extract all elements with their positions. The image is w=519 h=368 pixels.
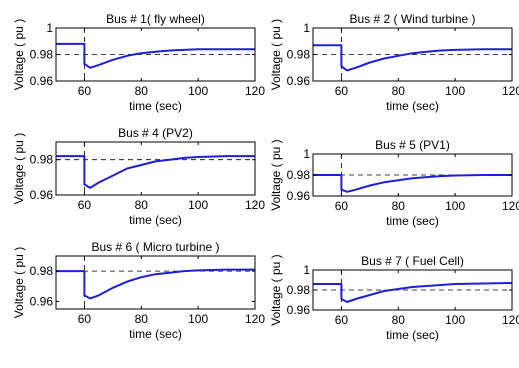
- y-tick-label: 1: [303, 263, 310, 277]
- x-tick-label: 60: [335, 84, 349, 98]
- x-tick-label: 80: [392, 84, 406, 98]
- subplot-title: Bus # 6 ( Micro turbine ): [91, 240, 219, 254]
- subplot-2: 60 80 100 120 0.96 0.98 1 Bus # 2 ( Wind turbin…: [269, 12, 519, 113]
- y-tick-label: 0.96: [30, 294, 54, 308]
- series-line-1: [313, 44, 512, 72]
- x-tick-label: 100: [188, 312, 208, 326]
- subplot-title: Bus # 2 ( Wind turbine ): [349, 12, 475, 26]
- y-axis-label: Voltage ( pu ): [269, 254, 283, 325]
- series-line-1: [56, 42, 255, 69]
- x-tick-label: 60: [78, 198, 92, 212]
- x-tick-label: 120: [502, 84, 519, 98]
- x-axis-label: time (sec): [386, 214, 439, 228]
- axes-frame: [55, 255, 256, 310]
- series-line-1: [56, 155, 255, 189]
- x-tick-label: 100: [445, 313, 465, 327]
- x-tick-label: 80: [392, 313, 406, 327]
- axes-frame: [55, 141, 256, 196]
- subplot-3: 60 80 100 120 0.96 0.98 Bus # 4 (PV2) time (sec…: [12, 126, 265, 227]
- x-axis-label: time (sec): [386, 328, 439, 342]
- y-tick-label: 0.98: [30, 264, 54, 278]
- x-tick-label: 60: [78, 312, 92, 326]
- y-tick-label: 0.96: [287, 189, 311, 203]
- y-tick-label: 0.98: [30, 153, 54, 167]
- x-tick-label: 80: [135, 84, 149, 98]
- y-tick-label: 0.96: [30, 188, 54, 202]
- y-axis-label: Voltage ( pu ): [12, 133, 26, 204]
- y-tick-label: 0.98: [30, 48, 54, 62]
- plot-area: [56, 256, 255, 309]
- x-tick-label: 80: [135, 312, 149, 326]
- x-tick-label: 60: [335, 199, 349, 213]
- series-line-1: [313, 174, 512, 193]
- x-tick-label: 120: [502, 313, 519, 327]
- x-tick-label: 120: [502, 199, 519, 213]
- x-tick-label: 60: [78, 84, 92, 98]
- x-tick-label: 120: [245, 312, 265, 326]
- x-tick-label: 80: [392, 199, 406, 213]
- y-axis-label: Voltage ( pu ): [12, 19, 26, 90]
- subplot-6: 60 80 100 120 0.96 0.98 1 Bus # 7 ( Fuel Cell) t…: [269, 254, 519, 342]
- y-tick-label: 1: [46, 21, 53, 35]
- y-tick-label: 0.96: [287, 303, 311, 317]
- x-tick-label: 100: [188, 198, 208, 212]
- subplot-title: Bus # 4 (PV2): [118, 126, 193, 140]
- y-tick-label: 0.96: [30, 74, 54, 88]
- y-tick-label: 0.98: [287, 48, 311, 62]
- x-tick-label: 100: [445, 84, 465, 98]
- x-tick-label: 100: [188, 84, 208, 98]
- subplot-title: Bus # 7 ( Fuel Cell): [361, 254, 464, 268]
- y-tick-label: 0.96: [287, 74, 311, 88]
- x-tick-label: 120: [245, 198, 265, 212]
- subplot-5: 60 80 100 120 0.96 0.98 Bus # 6 ( Micro turbin…: [12, 240, 265, 341]
- x-axis-label: time (sec): [129, 213, 182, 227]
- y-tick-label: 1: [303, 21, 310, 35]
- series-line-1: [56, 268, 255, 300]
- series-line-1: [313, 282, 513, 303]
- y-tick-label: 1: [303, 147, 310, 161]
- x-tick-label: 100: [445, 199, 465, 213]
- x-axis-label: time (sec): [129, 99, 182, 113]
- x-tick-label: 60: [335, 313, 349, 327]
- x-tick-label: 80: [135, 198, 149, 212]
- y-tick-label: 0.98: [287, 283, 311, 297]
- subplot-1: 60 80 100 120 0.96 0.98 1 Bus # 1( fly wheel) ti…: [12, 12, 265, 113]
- y-axis-label: Voltage ( pu ): [269, 139, 283, 210]
- y-axis-label: Voltage ( pu ): [269, 19, 283, 90]
- plot-area: [56, 142, 255, 195]
- x-tick-label: 120: [245, 84, 265, 98]
- subplot-title: Bus # 5 (PV1): [375, 138, 450, 152]
- subplot-4: 60 80 100 120 0.96 0.98 1 Bus # 5 (PV1) time (se…: [269, 138, 519, 228]
- y-tick-label: 0.98: [287, 168, 311, 182]
- y-axis-label: Voltage ( pu ): [12, 247, 26, 318]
- x-axis-label: time (sec): [386, 99, 439, 113]
- subplot-title: Bus # 1( fly wheel): [106, 12, 205, 26]
- x-axis-label: time (sec): [129, 327, 182, 341]
